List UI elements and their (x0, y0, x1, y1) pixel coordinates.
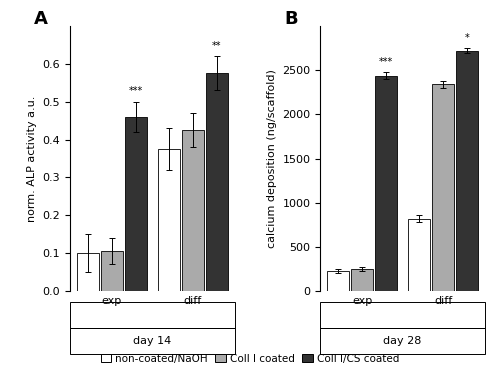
Bar (351, 269, 374, 291)
Legend: non-coated/NaOH, Coll I coated, Coll I/CS coated: non-coated/NaOH, Coll I coated, Coll I/C… (96, 350, 404, 368)
Bar (328, 271, 349, 291)
Y-axis label: calcium deposition (ng/scaffold): calcium deposition (ng/scaffold) (267, 69, 277, 248)
Bar (158, 149, 180, 291)
Bar (182, 130, 204, 291)
Text: day 14: day 14 (133, 336, 172, 346)
Text: **: ** (212, 41, 222, 51)
Bar (375, 76, 397, 291)
Bar (125, 117, 147, 291)
Text: *: * (464, 33, 469, 43)
Bar (408, 219, 430, 291)
Bar (77, 253, 99, 291)
Bar (320, 301, 485, 328)
Text: A: A (34, 10, 48, 28)
Bar (101, 251, 123, 291)
Text: ***: *** (379, 57, 394, 67)
Bar (70, 328, 234, 354)
Bar (456, 51, 478, 291)
Text: ***: *** (128, 87, 143, 97)
Text: day 28: day 28 (384, 336, 422, 346)
Text: B: B (284, 10, 298, 28)
Bar (432, 84, 454, 291)
Bar (70, 301, 234, 328)
Bar (206, 73, 228, 291)
Bar (320, 328, 485, 354)
Y-axis label: norm. ALP activity a.u.: norm. ALP activity a.u. (27, 95, 37, 222)
